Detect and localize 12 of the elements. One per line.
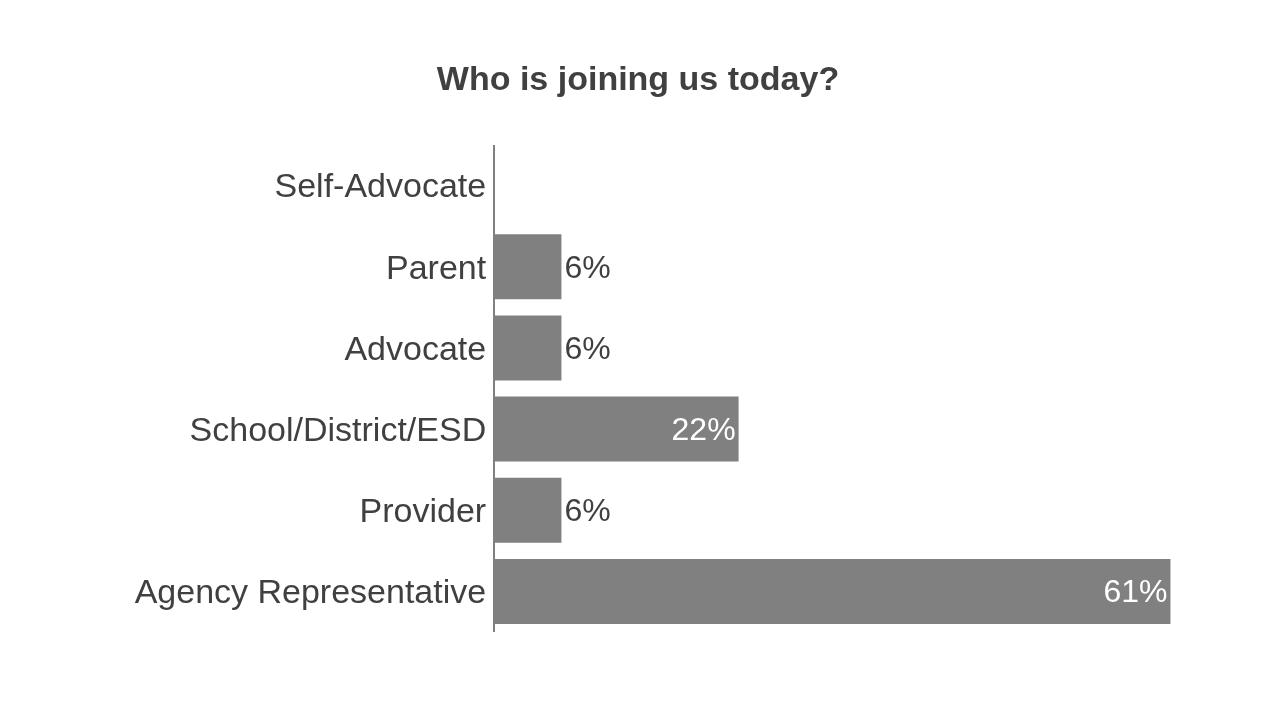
data-label: 6% <box>564 329 611 366</box>
data-label: 61% <box>1103 573 1168 610</box>
y-tick-label: Provider <box>359 491 487 530</box>
data-label: 22% <box>671 411 736 448</box>
y-tick-label: School/District/ESD <box>189 409 487 448</box>
chart-title: Who is joining us today? <box>436 58 840 97</box>
y-tick-label: Agency Representative <box>134 572 487 611</box>
data-label: 6% <box>564 492 611 529</box>
y-tick-label: Parent <box>386 247 487 286</box>
y-tick-label: Self-Advocate <box>274 166 487 205</box>
data-label: 6% <box>564 248 611 285</box>
y-tick-label: Advocate <box>344 328 487 367</box>
